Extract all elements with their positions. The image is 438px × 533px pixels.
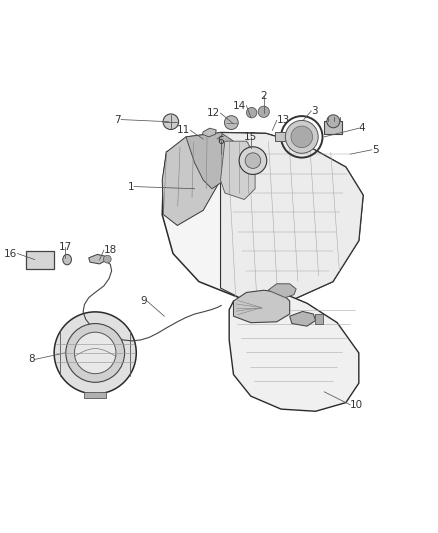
Text: 10: 10 bbox=[350, 400, 363, 410]
Bar bbox=[275, 132, 290, 141]
Text: 15: 15 bbox=[244, 132, 258, 142]
Text: 6: 6 bbox=[217, 136, 224, 146]
Bar bbox=[26, 251, 54, 269]
Circle shape bbox=[258, 106, 269, 117]
Text: 13: 13 bbox=[277, 116, 290, 125]
Polygon shape bbox=[221, 141, 255, 199]
Polygon shape bbox=[89, 254, 106, 264]
Circle shape bbox=[54, 312, 136, 394]
Text: 14: 14 bbox=[233, 101, 247, 111]
Bar bbox=[315, 314, 323, 324]
Ellipse shape bbox=[63, 254, 71, 265]
Text: 7: 7 bbox=[114, 115, 121, 125]
Bar bbox=[324, 122, 343, 134]
Text: 11: 11 bbox=[177, 125, 190, 135]
Text: 8: 8 bbox=[28, 354, 35, 365]
Polygon shape bbox=[229, 293, 359, 411]
Polygon shape bbox=[162, 133, 363, 301]
Text: 18: 18 bbox=[104, 245, 117, 255]
Circle shape bbox=[163, 114, 179, 130]
Circle shape bbox=[66, 324, 124, 382]
Polygon shape bbox=[233, 290, 290, 322]
Circle shape bbox=[285, 120, 318, 154]
Polygon shape bbox=[186, 133, 238, 189]
Bar bbox=[85, 392, 106, 398]
Circle shape bbox=[224, 116, 238, 130]
Circle shape bbox=[247, 108, 257, 118]
Polygon shape bbox=[268, 284, 296, 297]
Text: 12: 12 bbox=[207, 108, 221, 118]
Text: 4: 4 bbox=[359, 123, 365, 133]
Text: 1: 1 bbox=[127, 182, 134, 191]
Circle shape bbox=[291, 126, 313, 148]
Text: 9: 9 bbox=[141, 296, 147, 306]
Circle shape bbox=[245, 153, 261, 168]
Text: 5: 5 bbox=[372, 145, 378, 155]
Circle shape bbox=[74, 332, 116, 374]
Circle shape bbox=[239, 147, 267, 174]
Text: 17: 17 bbox=[58, 242, 71, 252]
Text: 2: 2 bbox=[261, 91, 267, 101]
Polygon shape bbox=[202, 128, 216, 137]
Text: 16: 16 bbox=[4, 248, 18, 259]
Polygon shape bbox=[162, 133, 221, 225]
Polygon shape bbox=[221, 133, 363, 301]
Polygon shape bbox=[290, 311, 316, 326]
Circle shape bbox=[327, 115, 340, 128]
Circle shape bbox=[103, 255, 111, 263]
Text: 3: 3 bbox=[311, 106, 318, 116]
